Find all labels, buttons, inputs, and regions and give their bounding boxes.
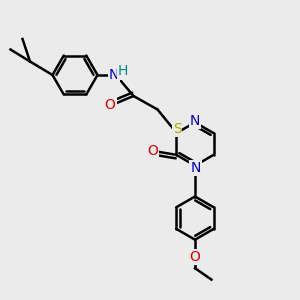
Text: O: O [105,98,116,112]
Text: N: N [190,161,201,175]
Text: N: N [109,68,119,82]
Text: H: H [118,64,128,78]
Text: O: O [147,144,158,158]
Text: N: N [190,114,200,128]
Text: S: S [172,122,182,136]
Text: O: O [190,250,200,264]
